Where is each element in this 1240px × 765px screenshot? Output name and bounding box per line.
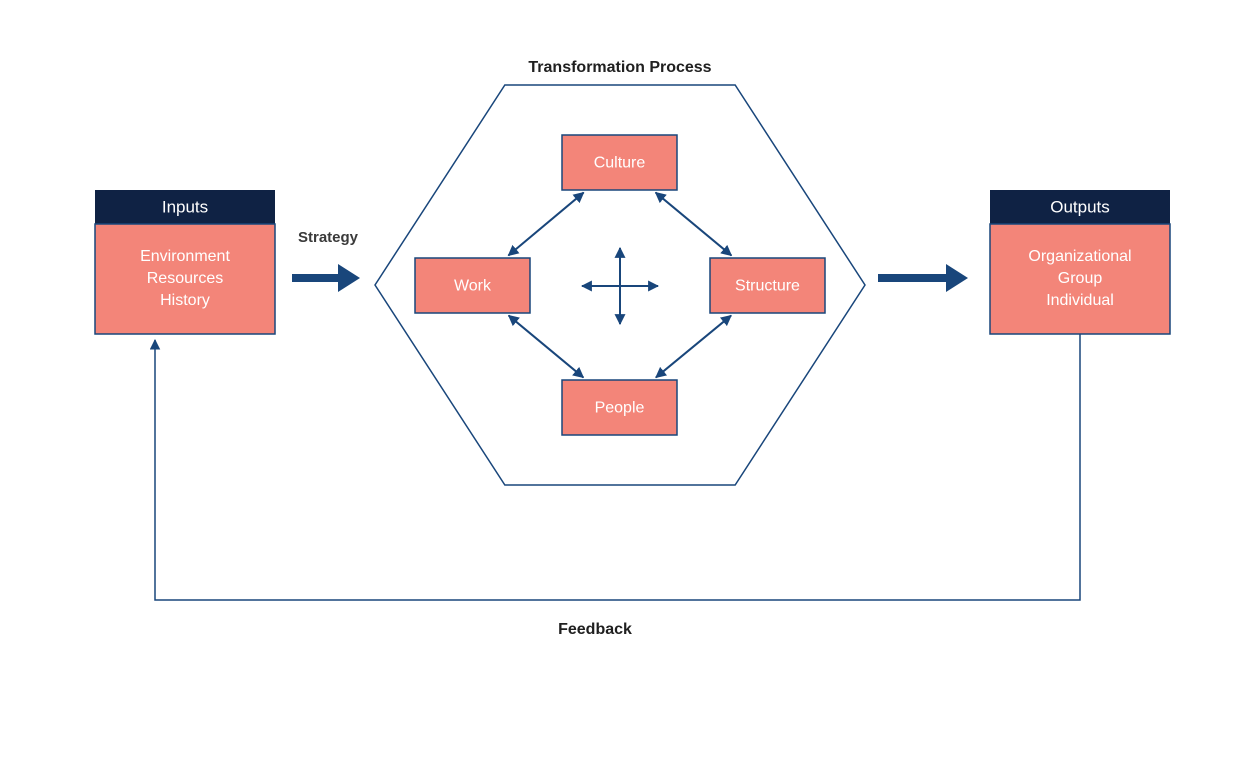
inputs-line: Resources <box>147 270 223 287</box>
people-label: People <box>595 400 645 417</box>
work-node: Work <box>415 258 530 313</box>
inputs-line: History <box>160 292 210 309</box>
congruence-diagram: Transformation Process Inputs Environmen… <box>0 0 1240 765</box>
inputs-title: Inputs <box>162 197 208 216</box>
arrow-culture-structure <box>656 193 732 256</box>
output-arrow-icon <box>878 264 968 292</box>
feedback-label: Feedback <box>558 621 632 638</box>
structure-label: Structure <box>735 278 800 295</box>
transformation-label: Transformation Process <box>528 59 711 76</box>
arrow-structure-people <box>656 316 731 378</box>
outputs-line: Organizational <box>1028 248 1131 265</box>
work-label: Work <box>454 278 492 295</box>
culture-node: Culture <box>562 135 677 190</box>
feedback-loop <box>155 334 1080 600</box>
arrow-culture-work <box>508 193 583 256</box>
structure-node: Structure <box>710 258 825 313</box>
outputs-title: Outputs <box>1050 197 1110 216</box>
arrow-work-people <box>509 316 584 378</box>
people-node: People <box>562 380 677 435</box>
outputs-line: Group <box>1058 270 1103 287</box>
strategy-label: Strategy <box>298 229 359 246</box>
culture-label: Culture <box>594 155 646 172</box>
strategy-arrow-icon <box>292 264 360 292</box>
inputs-box: Inputs Environment Resources History <box>95 190 275 334</box>
outputs-box: Outputs Organizational Group Individual <box>990 190 1170 334</box>
inputs-line: Environment <box>140 248 230 265</box>
outputs-line: Individual <box>1046 292 1114 309</box>
